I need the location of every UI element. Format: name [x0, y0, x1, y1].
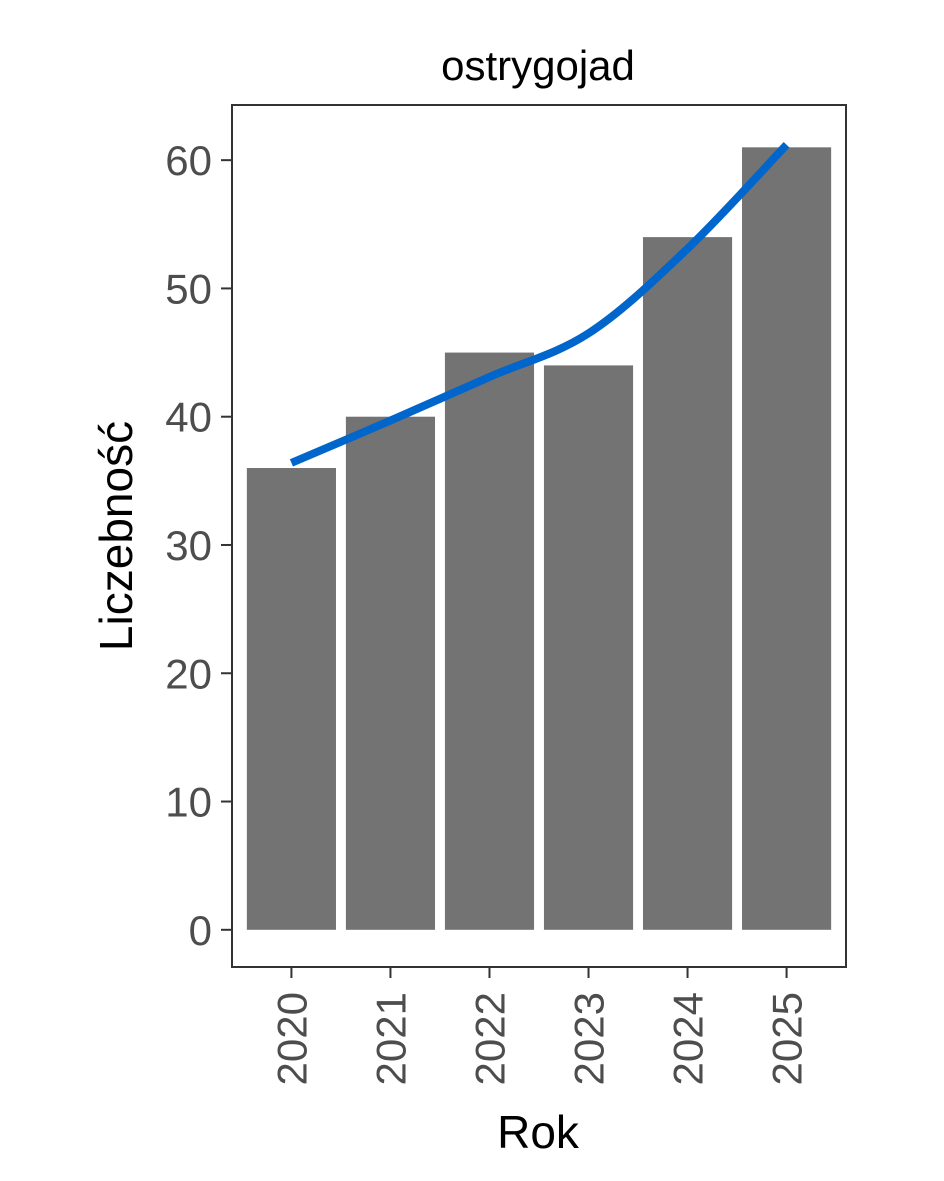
- plot-panel-border: [231, 104, 847, 968]
- bars-layer: [246, 147, 832, 930]
- bar-2025: [742, 147, 832, 930]
- y-tick-label: 30: [165, 522, 212, 569]
- y-tick-label: 0: [189, 907, 212, 954]
- bar-2024: [642, 237, 733, 930]
- y-axis: 0 10 20 30 40 50 60: [165, 137, 232, 954]
- y-tick-label: 40: [165, 394, 212, 441]
- x-tick-label: 2025: [764, 992, 811, 1085]
- x-tick-label: 2020: [268, 992, 315, 1085]
- trend-layer: [289, 142, 790, 467]
- x-tick-label: 2023: [566, 992, 613, 1085]
- bar-2020: [246, 468, 336, 930]
- x-tick-label: 2021: [367, 992, 414, 1085]
- y-axis-title: Liczebność: [90, 421, 142, 651]
- y-tick-label: 60: [165, 137, 212, 184]
- y-tick-label: 50: [165, 265, 212, 312]
- trend-line: [289, 142, 790, 467]
- bar-2022: [444, 352, 535, 930]
- chart-title: ostrygojad: [441, 42, 635, 89]
- x-tick-label: 2022: [466, 992, 513, 1085]
- x-axis: 2020 2021 2022 2023 2024 2025: [268, 967, 811, 1085]
- y-tick-label: 10: [165, 779, 212, 826]
- y-tick-label: 20: [165, 650, 212, 697]
- x-axis-title: Rok: [497, 1106, 580, 1158]
- bar-2021: [345, 416, 436, 930]
- bar-2023: [543, 365, 634, 930]
- x-tick-label: 2024: [665, 992, 712, 1085]
